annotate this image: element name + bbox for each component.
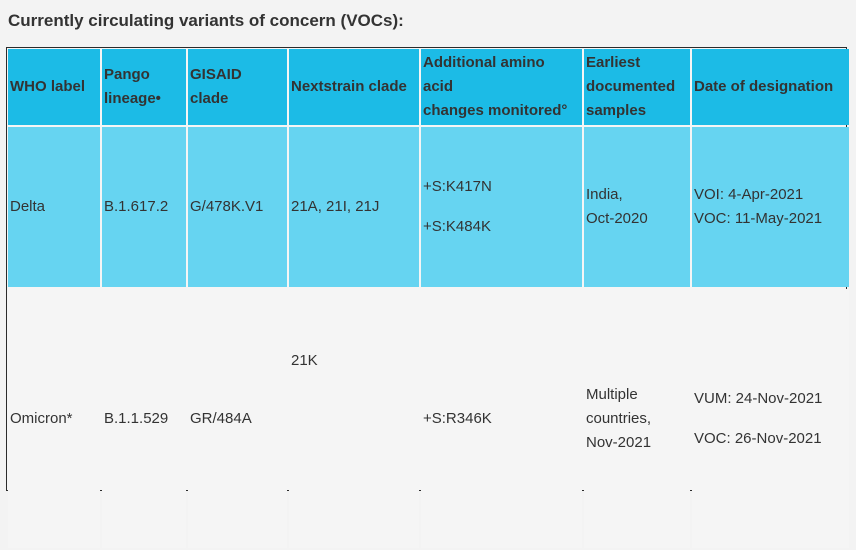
cell-pango-lineage: B.1.1.529 — [102, 289, 186, 548]
header-earliest-samples: Earliest documented samples — [584, 49, 690, 125]
header-amino-acid-changes: Additional amino acid changes monitored° — [421, 49, 582, 125]
voc-table: WHO label Pango lineage• GISAID clade Next… — [6, 47, 851, 550]
header-nextstrain-clade: Nextstrain clade — [289, 49, 419, 125]
cell-amino-acid-changes: +S:R346K — [421, 289, 582, 548]
header-date-of-designation: Date of designation — [692, 49, 849, 125]
table-row-delta: Delta B.1.617.2 G/478K.V1 21A, 21I, 21J … — [8, 127, 849, 287]
cell-amino-acid-changes: +S:K417N +S:K484K — [421, 127, 582, 287]
cell-nextstrain-clade: 21A, 21I, 21J — [289, 127, 419, 287]
cell-gisaid-clade: GR/484A — [188, 289, 287, 548]
header-who-label: WHO label — [8, 49, 100, 125]
cell-earliest-samples: Multiple countries, Nov-2021 — [584, 289, 690, 548]
voc-table-container: WHO label Pango lineage• GISAID clade Next… — [6, 47, 849, 548]
cell-who-label: Delta — [8, 127, 100, 287]
header-pango-lineage: Pango lineage• — [102, 49, 186, 125]
cell-gisaid-clade: G/478K.V1 — [188, 127, 287, 287]
cell-date-of-designation: VOI: 4-Apr-2021 VOC: 11-May-2021 — [692, 127, 849, 287]
table-row-omicron: Omicron* B.1.1.529 GR/484A 21K +S:R346K … — [8, 289, 849, 548]
page-title: Currently circulating variants of concer… — [8, 11, 404, 30]
cell-who-label: Omicron* — [8, 289, 100, 548]
header-gisaid-clade: GISAID clade — [188, 49, 287, 125]
header-row: WHO label Pango lineage• GISAID clade Next… — [8, 49, 849, 125]
cell-date-of-designation: VUM: 24-Nov-2021 VOC: 26-Nov-2021 — [692, 289, 849, 548]
cell-nextstrain-clade: 21K — [289, 289, 419, 548]
cell-pango-lineage: B.1.617.2 — [102, 127, 186, 287]
cell-earliest-samples: India, Oct-2020 — [584, 127, 690, 287]
